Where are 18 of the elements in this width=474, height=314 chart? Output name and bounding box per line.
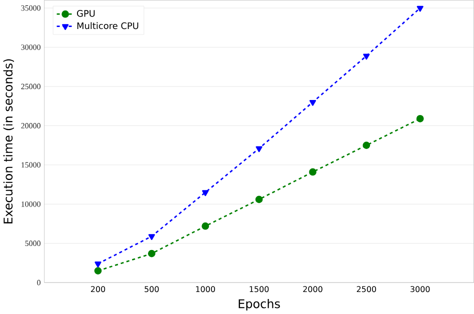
x-axis-title: Epochs [238,299,280,311]
legend-label: GPU [77,10,95,17]
point [255,196,263,204]
y-axis-title: Execution time (in seconds) [3,59,14,224]
point [362,142,370,150]
point [94,262,102,268]
point [148,234,155,240]
point [309,168,316,176]
point [309,100,316,106]
point [416,6,424,12]
point [363,54,370,60]
legend-label: Multicore CPU [77,22,138,30]
point [94,267,102,275]
point [148,250,156,258]
point [416,115,424,122]
point [256,146,262,152]
point [202,222,210,230]
point [202,190,209,196]
